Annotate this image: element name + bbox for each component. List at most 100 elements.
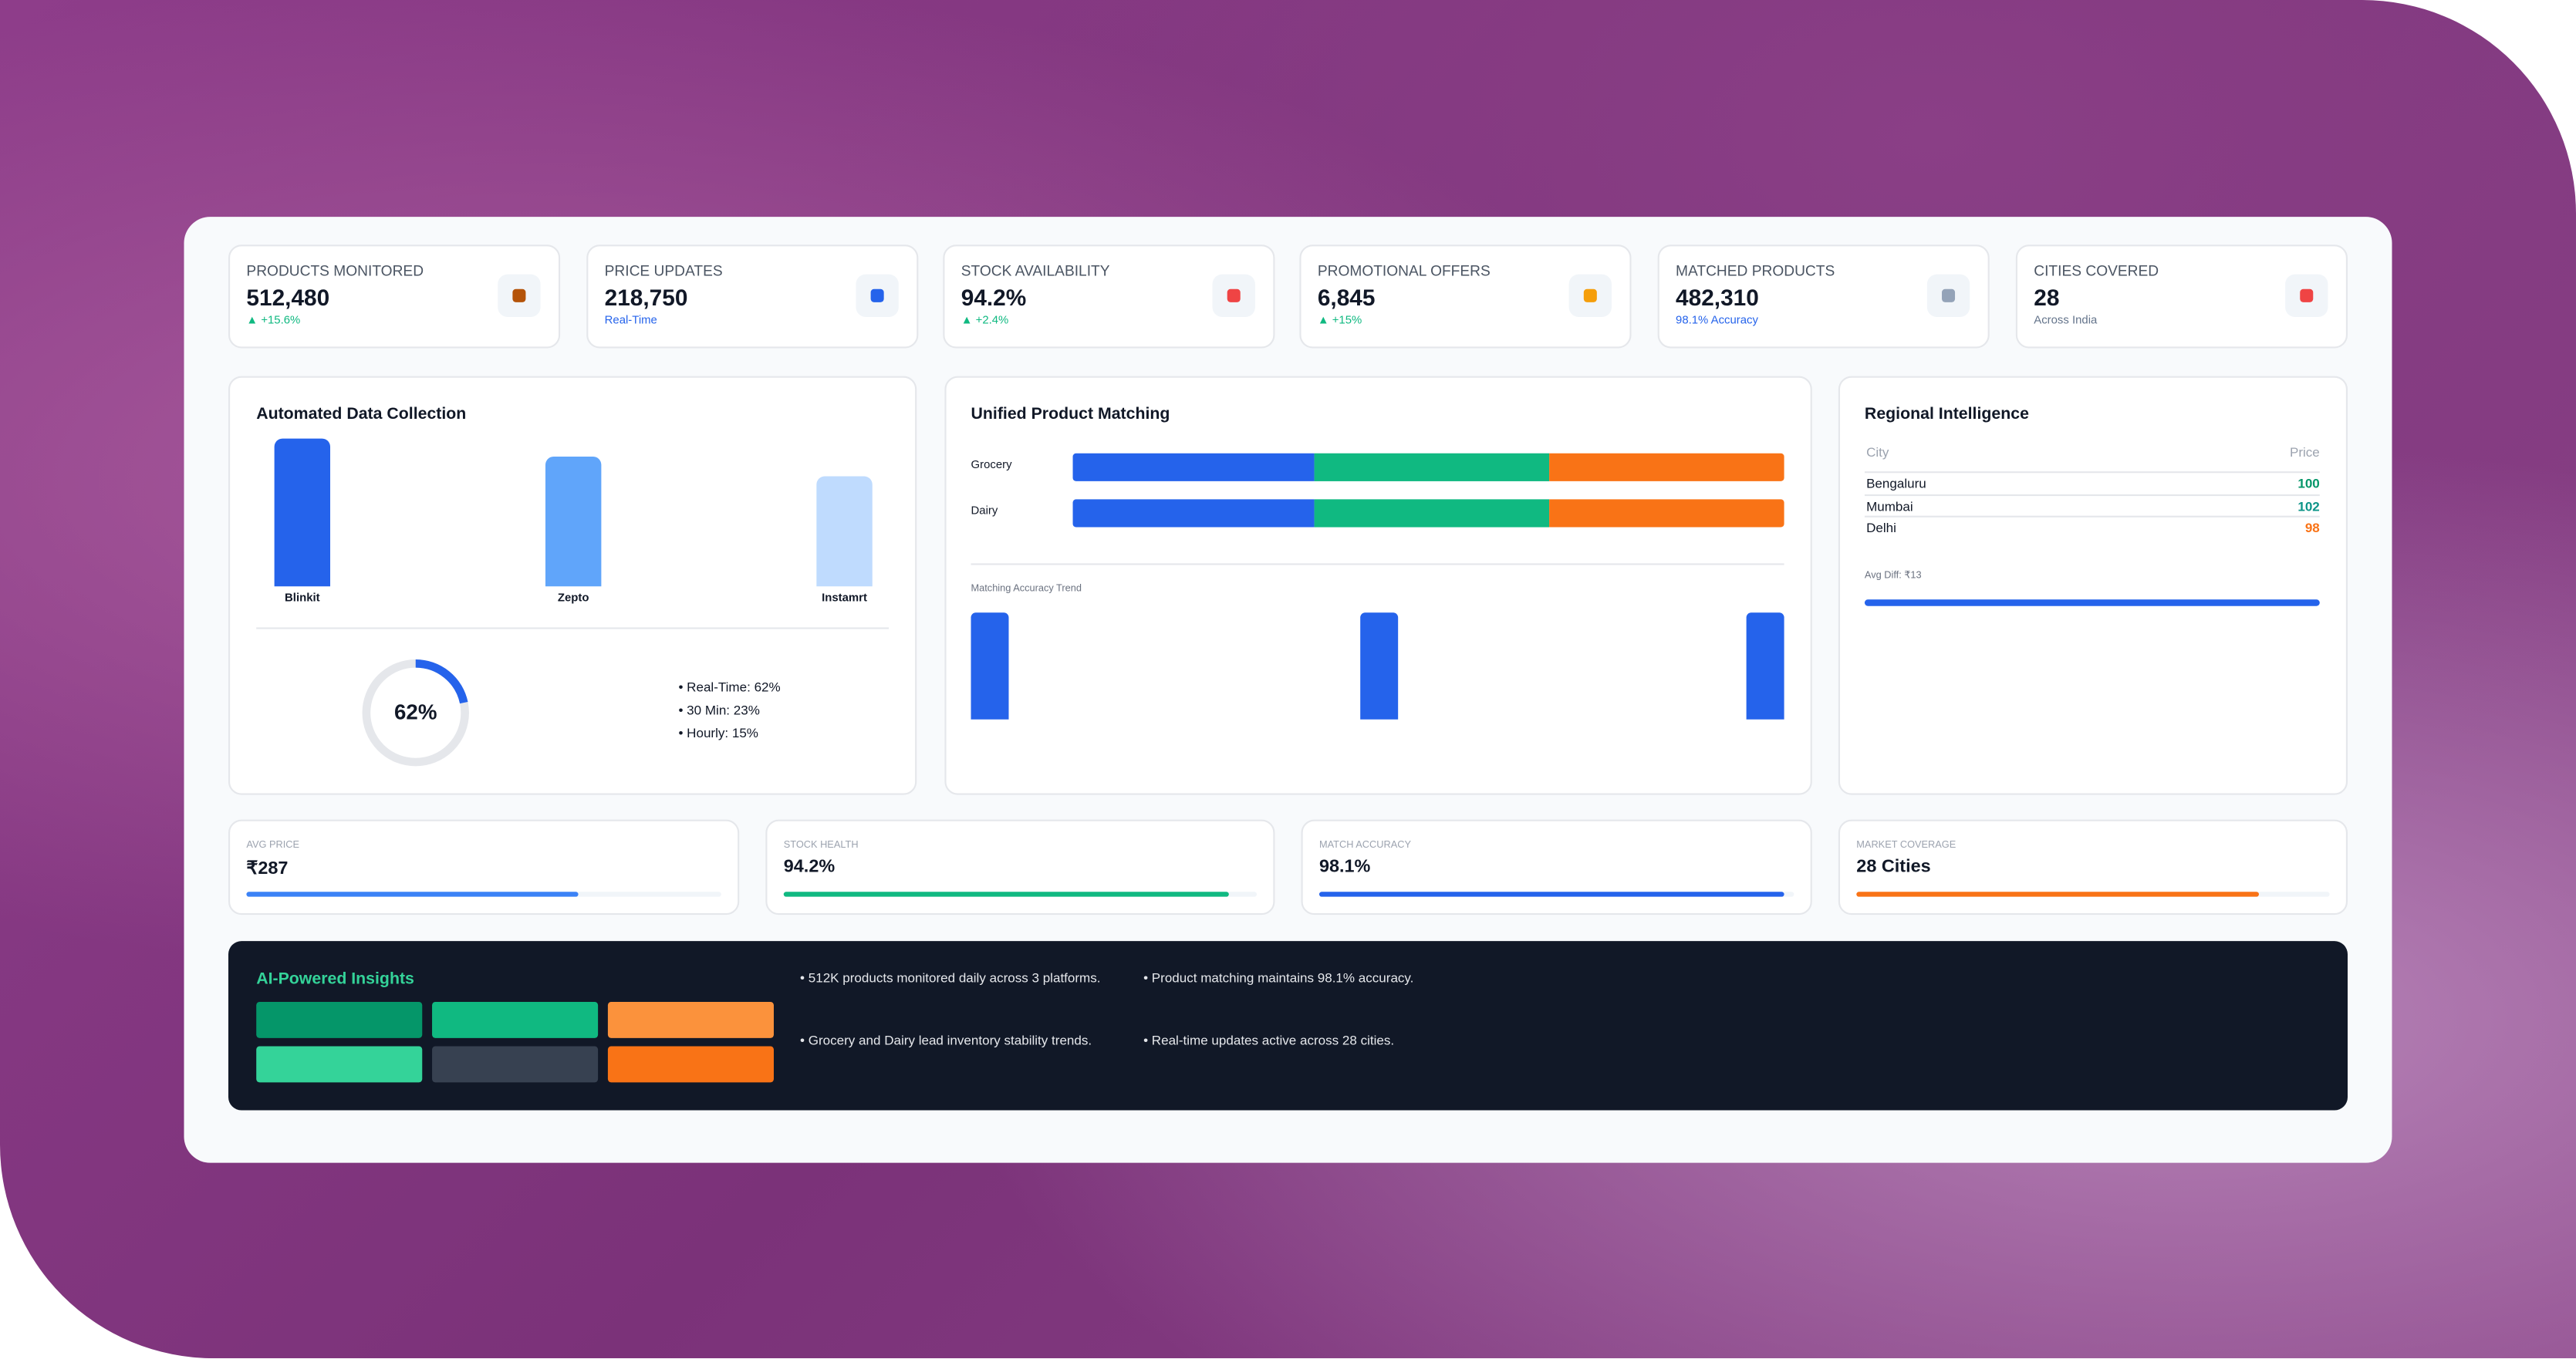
panel-title: Automated Data Collection	[256, 405, 467, 424]
kpi-icon-glyph	[2300, 288, 2314, 302]
kpi-value: 218,750	[604, 284, 688, 311]
kpi-icon-glyph	[1583, 288, 1597, 302]
kpi-value: 28	[2034, 284, 2060, 311]
progress-track	[1318, 892, 1794, 897]
table-header: Price	[2289, 445, 2320, 460]
kpi-sub: ▲ +2.4%	[961, 315, 1009, 327]
platform-bar	[816, 476, 873, 587]
donut	[362, 659, 469, 767]
progress-track	[1856, 892, 2330, 897]
panel-title: Regional Intelligence	[1864, 405, 2029, 424]
insight-block	[256, 1046, 423, 1083]
legend-item: • Hourly: 15%	[678, 726, 758, 741]
progress-fill	[1856, 892, 2259, 897]
kpi-label: PROMOTIONAL OFFERS	[1317, 262, 1491, 280]
row-label: Dairy	[971, 505, 998, 518]
metric-card	[1301, 819, 1812, 916]
matching-panel	[944, 376, 1812, 795]
insight-block	[607, 1046, 774, 1083]
insights-title: AI-Powered Insights	[256, 970, 414, 989]
avg-diff: Avg Diff: ₹13	[1864, 572, 1922, 582]
metric-card	[765, 819, 1275, 916]
kpi-icon	[498, 274, 541, 317]
insight-block	[607, 1001, 774, 1038]
insight-item: • Real-time updates active across 28 cit…	[1143, 1033, 1395, 1048]
trend-bar	[971, 612, 1009, 720]
kpi-value: 512,480	[246, 284, 330, 311]
metric-value: 98.1%	[1318, 857, 1371, 878]
city: Delhi	[1866, 521, 1896, 536]
metric-value: ₹287	[246, 858, 289, 879]
table-header: City	[1866, 445, 1889, 460]
progress-track	[783, 892, 1258, 897]
trend-title: Matching Accuracy Trend	[971, 585, 1082, 595]
progress-fill	[1318, 892, 1785, 897]
price: 102	[2297, 498, 2320, 514]
kpi-sub: ▲ +15%	[1317, 315, 1362, 327]
platform-label: Instamrt	[822, 592, 867, 605]
kpi-sub: 98.1% Accuracy	[1676, 315, 1758, 327]
kpi-sub: Across India	[2034, 315, 2098, 327]
metric-card	[228, 819, 740, 916]
metric-label: MATCH ACCURACY	[1318, 841, 1412, 851]
segment	[1315, 453, 1550, 481]
kpi-value: 6,845	[1317, 284, 1376, 311]
kpi-icon-glyph	[1942, 288, 1956, 302]
insight-block	[432, 1001, 599, 1038]
kpi-sub: ▲ +15.6%	[246, 315, 301, 327]
kpi-icon-glyph	[512, 288, 526, 302]
progress-track	[246, 892, 721, 897]
insight-block	[432, 1046, 599, 1083]
kpi-icon	[2285, 274, 2328, 317]
platform-label: Blinkit	[285, 592, 320, 605]
kpi-icon	[1926, 274, 1970, 317]
kpi-value: 482,310	[1676, 284, 1759, 311]
avg-bar	[1864, 599, 2320, 606]
platform-bar	[545, 456, 602, 587]
divider	[971, 563, 1784, 565]
city: Mumbai	[1866, 498, 1913, 514]
kpi-sub: Real-Time	[604, 315, 657, 327]
progress-fill	[246, 892, 579, 897]
kpi-label: STOCK AVAILABILITY	[961, 262, 1110, 280]
legend-item: • 30 Min: 23%	[678, 703, 760, 718]
panel-title: Unified Product Matching	[971, 405, 1170, 424]
table-rule	[1864, 493, 2320, 496]
metric-value: 28 Cities	[1856, 857, 1931, 878]
city: Bengaluru	[1866, 476, 1926, 491]
segment	[1072, 453, 1315, 481]
segment	[1072, 499, 1315, 528]
row-label: Grocery	[971, 460, 1012, 472]
platform-bar	[274, 438, 331, 587]
kpi-label: CITIES COVERED	[2034, 262, 2159, 280]
segment	[1315, 499, 1550, 528]
segment	[1549, 499, 1784, 528]
price: 100	[2297, 476, 2320, 491]
kpi-icon-glyph	[870, 288, 884, 302]
insight-block	[256, 1001, 423, 1038]
trend-bar	[1360, 612, 1399, 720]
trend-bar	[1746, 612, 1784, 720]
kpi-icon	[1212, 274, 1255, 317]
regional-panel	[1838, 376, 2348, 795]
kpi-icon	[1568, 274, 1612, 317]
metric-card	[1838, 819, 2348, 916]
metric-label: MARKET COVERAGE	[1856, 841, 1956, 851]
progress-fill	[783, 892, 1229, 897]
donut-label: 62%	[394, 700, 437, 725]
segment	[1549, 453, 1784, 481]
kpi-value: 94.2%	[961, 284, 1027, 311]
kpi-label: MATCHED PRODUCTS	[1676, 262, 1835, 280]
kpi-icon-glyph	[1227, 288, 1241, 302]
table-rule	[1864, 471, 2320, 474]
metric-label: STOCK HEALTH	[783, 841, 859, 851]
kpi-label: PRODUCTS MONITORED	[246, 262, 424, 280]
price: 98	[2304, 521, 2320, 536]
table-rule	[1864, 515, 2320, 518]
kpi-label: PRICE UPDATES	[604, 262, 723, 280]
divider	[256, 627, 890, 629]
kpi-icon	[856, 274, 899, 317]
metric-label: AVG PRICE	[246, 841, 300, 851]
